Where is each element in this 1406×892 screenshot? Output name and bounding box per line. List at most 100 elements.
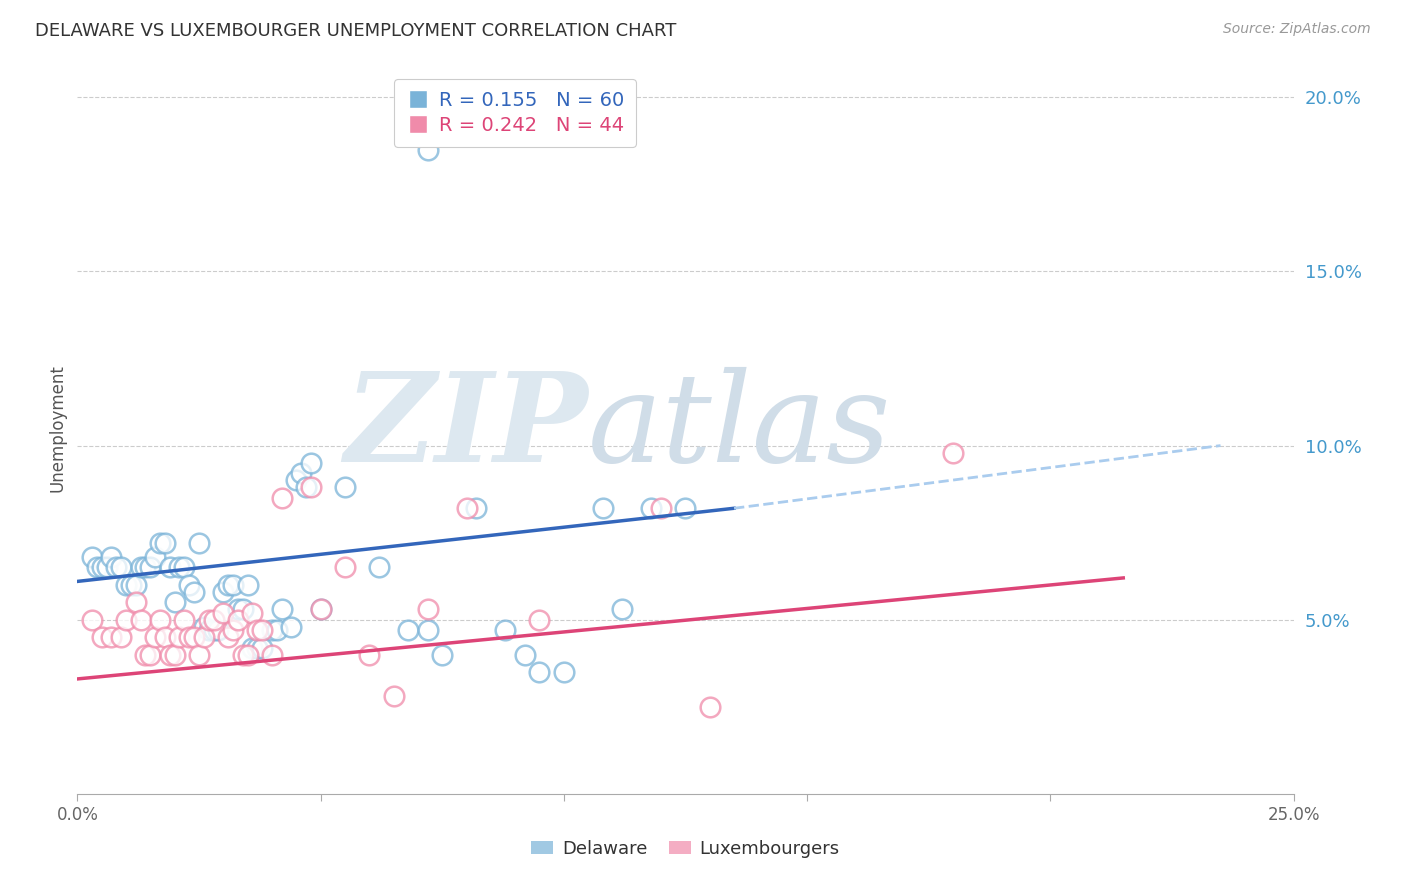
Point — [333, 560, 356, 574]
Point — [188, 536, 211, 550]
Point — [246, 640, 269, 655]
Point — [226, 602, 249, 616]
Point — [163, 648, 186, 662]
Point — [173, 613, 195, 627]
Point — [242, 640, 264, 655]
Point — [217, 630, 239, 644]
Point — [143, 549, 166, 564]
Point — [115, 578, 138, 592]
Legend: Delaware, Luxembourgers: Delaware, Luxembourgers — [524, 833, 846, 865]
Point — [197, 613, 219, 627]
Point — [125, 595, 148, 609]
Point — [143, 630, 166, 644]
Point — [129, 613, 152, 627]
Point — [290, 467, 312, 481]
Point — [270, 491, 292, 505]
Point — [100, 630, 122, 644]
Point — [179, 630, 201, 644]
Point — [553, 665, 575, 679]
Point — [650, 501, 672, 516]
Point — [299, 480, 322, 494]
Point — [120, 578, 142, 592]
Point — [416, 143, 439, 157]
Point — [592, 501, 614, 516]
Text: ZIP: ZIP — [344, 368, 588, 489]
Point — [465, 501, 488, 516]
Point — [188, 648, 211, 662]
Point — [359, 648, 381, 662]
Point — [222, 578, 245, 592]
Point — [333, 480, 356, 494]
Point — [96, 560, 118, 574]
Point — [699, 699, 721, 714]
Point — [80, 613, 103, 627]
Point — [232, 602, 254, 616]
Point — [212, 585, 235, 599]
Point — [134, 648, 156, 662]
Point — [250, 623, 273, 637]
Point — [416, 623, 439, 637]
Point — [299, 456, 322, 470]
Point — [183, 585, 205, 599]
Point — [285, 474, 308, 488]
Point — [368, 560, 391, 574]
Point — [236, 578, 259, 592]
Point — [202, 613, 225, 627]
Point — [456, 501, 478, 516]
Text: DELAWARE VS LUXEMBOURGER UNEMPLOYMENT CORRELATION CHART: DELAWARE VS LUXEMBOURGER UNEMPLOYMENT CO… — [35, 22, 676, 40]
Point — [942, 445, 965, 459]
Point — [494, 623, 516, 637]
Point — [163, 595, 186, 609]
Point — [169, 630, 191, 644]
Point — [236, 648, 259, 662]
Point — [280, 620, 302, 634]
Point — [193, 620, 215, 634]
Point — [226, 613, 249, 627]
Point — [86, 560, 108, 574]
Point — [159, 648, 181, 662]
Point — [169, 560, 191, 574]
Point — [207, 623, 229, 637]
Point — [80, 549, 103, 564]
Point — [139, 648, 162, 662]
Point — [309, 602, 332, 616]
Point — [149, 536, 172, 550]
Point — [295, 480, 318, 494]
Point — [396, 623, 419, 637]
Text: Source: ZipAtlas.com: Source: ZipAtlas.com — [1223, 22, 1371, 37]
Point — [250, 640, 273, 655]
Point — [149, 613, 172, 627]
Point — [193, 630, 215, 644]
Point — [110, 630, 132, 644]
Point — [212, 606, 235, 620]
Point — [222, 623, 245, 637]
Point — [217, 578, 239, 592]
Point — [430, 648, 453, 662]
Point — [90, 560, 112, 574]
Point — [129, 560, 152, 574]
Y-axis label: Unemployment: Unemployment — [48, 364, 66, 492]
Point — [513, 648, 536, 662]
Point — [179, 578, 201, 592]
Point — [202, 623, 225, 637]
Point — [110, 560, 132, 574]
Point — [197, 623, 219, 637]
Point — [173, 560, 195, 574]
Point — [529, 665, 551, 679]
Point — [246, 623, 269, 637]
Point — [125, 578, 148, 592]
Point — [153, 536, 176, 550]
Point — [100, 549, 122, 564]
Point — [309, 602, 332, 616]
Point — [416, 602, 439, 616]
Point — [139, 560, 162, 574]
Point — [90, 630, 112, 644]
Point — [270, 602, 292, 616]
Point — [266, 623, 288, 637]
Text: atlas: atlas — [588, 368, 891, 489]
Point — [612, 602, 634, 616]
Point — [260, 623, 283, 637]
Point — [232, 648, 254, 662]
Point — [529, 613, 551, 627]
Point — [134, 560, 156, 574]
